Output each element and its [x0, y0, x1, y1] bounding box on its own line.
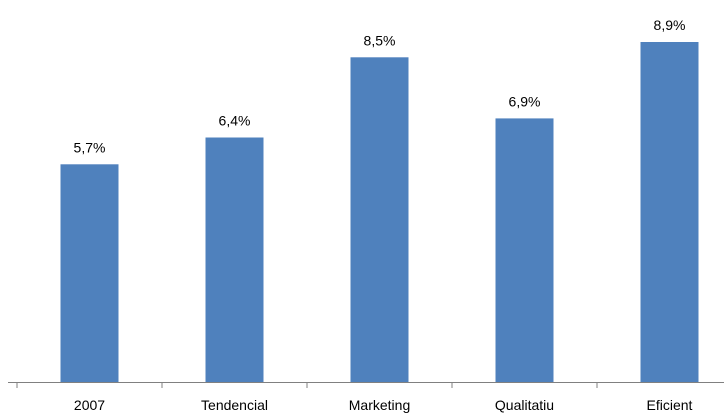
- x-axis: 2007 Tendencial Marketing Qualitatiu Eficien…: [8, 382, 724, 413]
- bar-tendencial: [205, 137, 264, 382]
- data-labels-group: 5,7% 6,4% 8,5% 6,9% 8,9%: [74, 17, 686, 155]
- bar-2007: [60, 164, 119, 382]
- x-tick-label-marketing: Marketing: [349, 397, 410, 413]
- bar-qualitatiu: [495, 118, 554, 383]
- data-label-marketing: 8,5%: [364, 32, 396, 48]
- data-label-tendencial: 6,4%: [219, 113, 251, 129]
- x-tick-label-qualitatiu: Qualitatiu: [495, 397, 554, 413]
- data-label-2007: 5,7%: [74, 139, 106, 155]
- data-label-eficient: 8,9%: [654, 17, 686, 33]
- x-tick-label-2007: 2007: [74, 397, 105, 413]
- bar-marketing: [350, 57, 409, 383]
- bars-group: [60, 42, 699, 383]
- x-tick-label-eficient: Eficient: [647, 397, 693, 413]
- x-tick-label-tendencial: Tendencial: [201, 397, 268, 413]
- data-label-qualitatiu: 6,9%: [509, 93, 541, 109]
- bar-eficient: [640, 42, 699, 382]
